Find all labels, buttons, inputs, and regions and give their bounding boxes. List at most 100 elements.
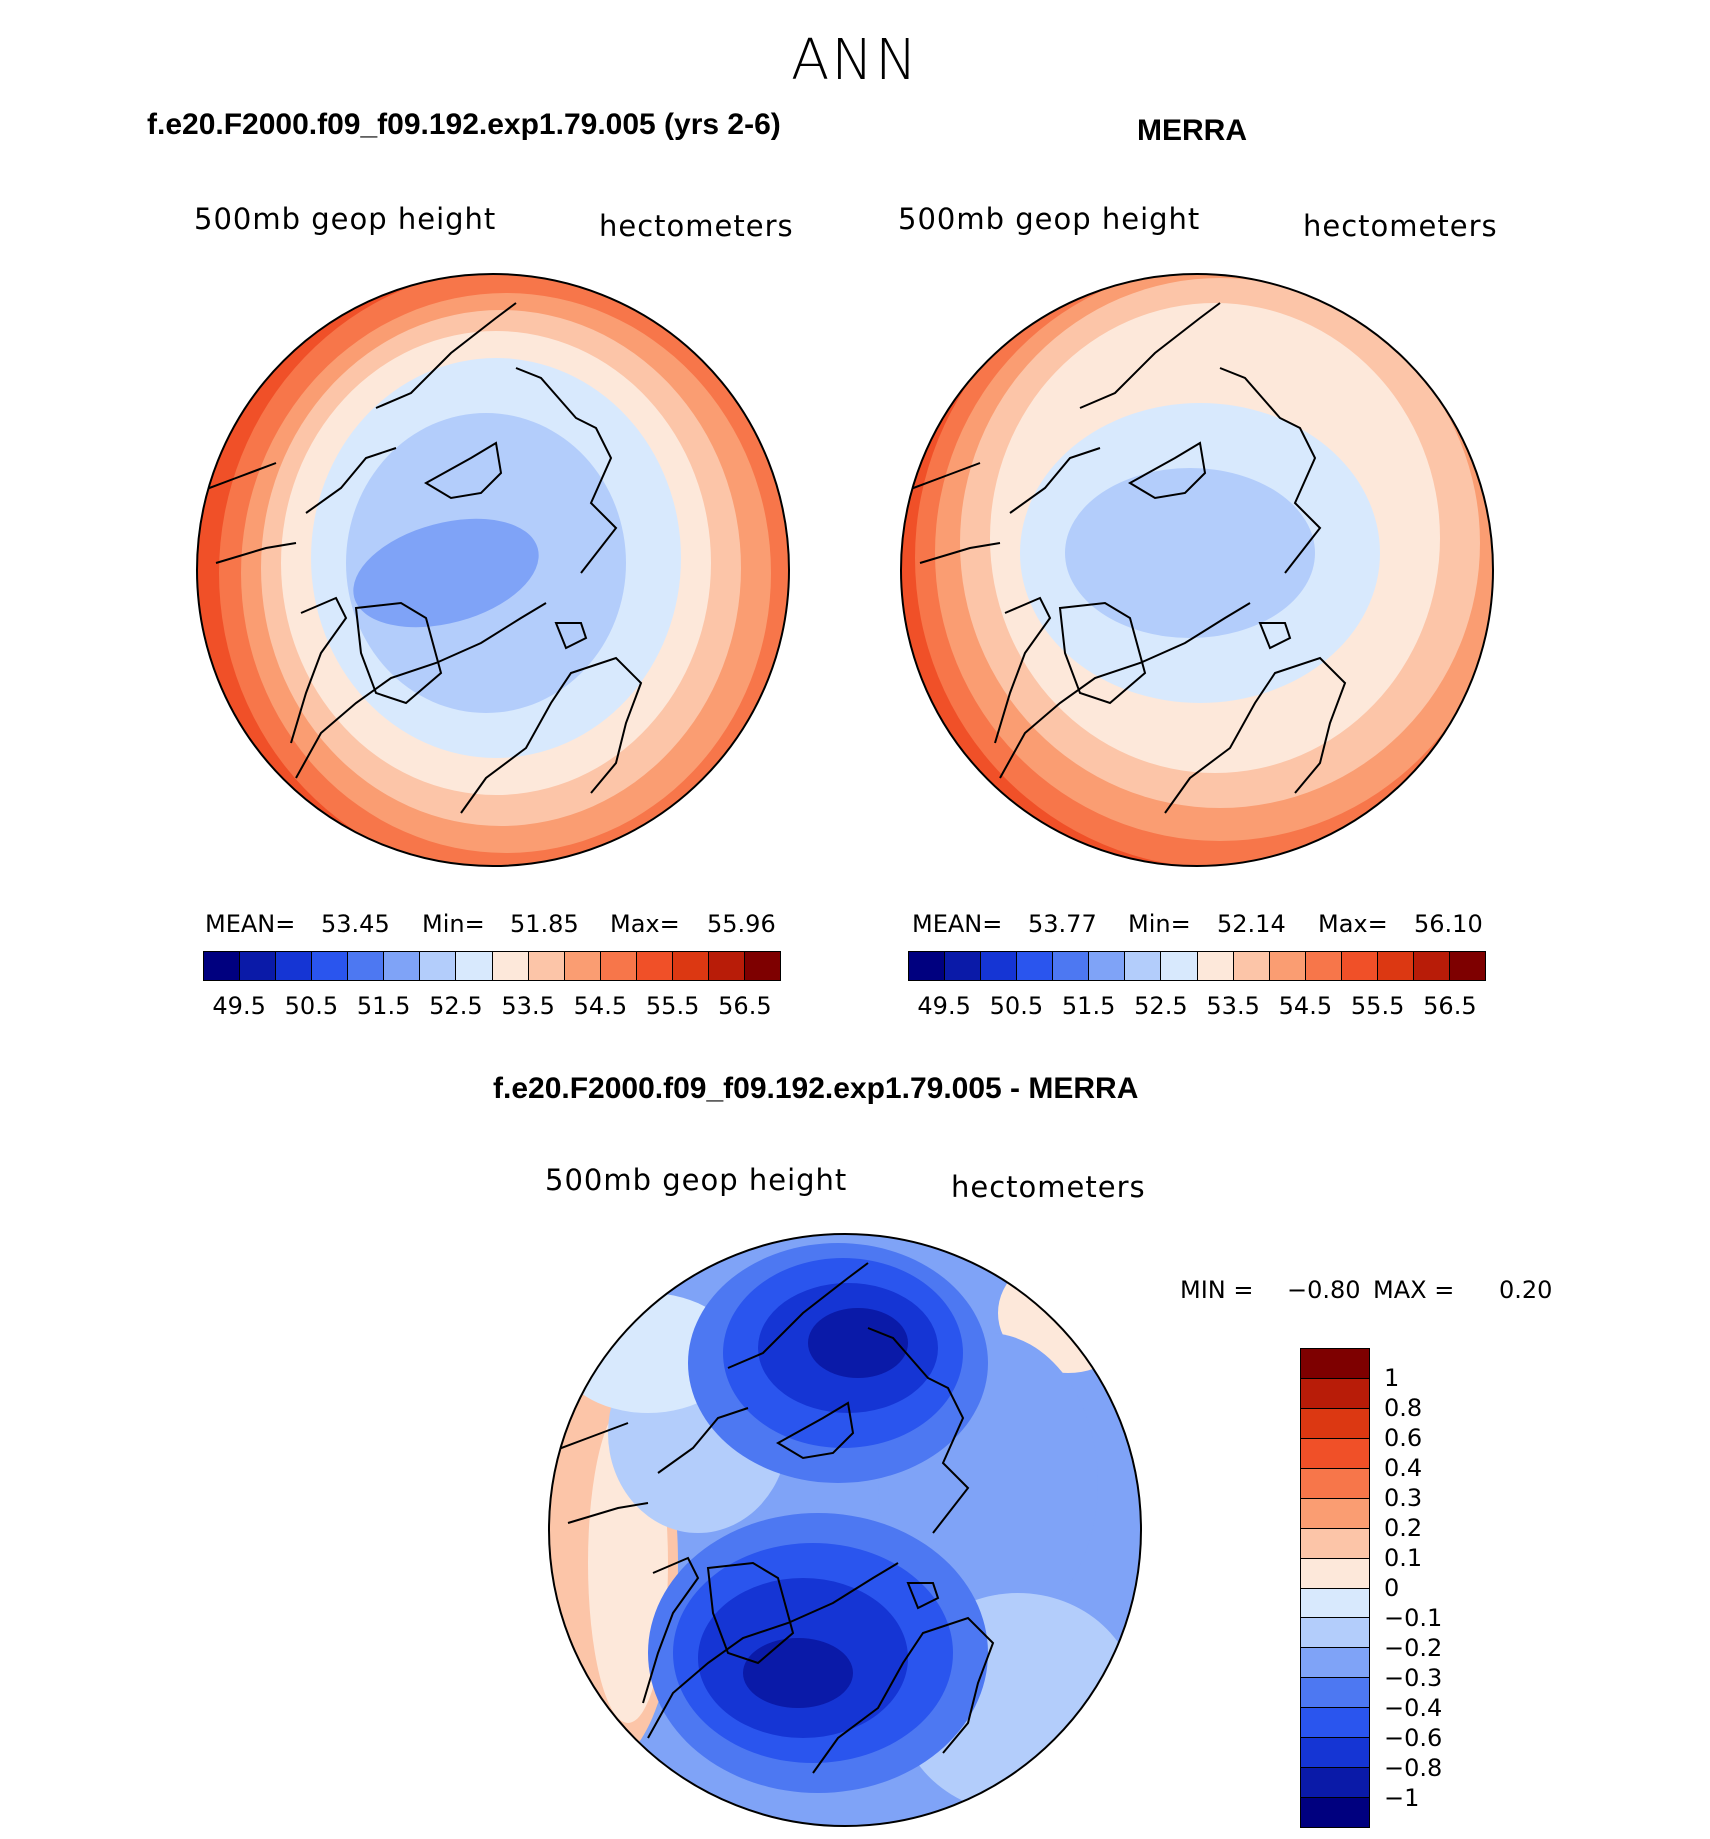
left-colorbar-swatch [240,952,277,980]
diff-colorbar-tick-label: −0.6 [1384,1724,1443,1752]
left-colorbar-swatch [420,952,457,980]
left-colorbar-swatch [564,952,601,980]
right-colorbar [908,951,1486,981]
left-colorbar-tick-label: 50.5 [284,992,339,1020]
right-colorbar-swatch [1125,952,1162,980]
left-max-label: Max= [610,910,680,938]
right-min-label: Min= [1128,910,1191,938]
diff-panel-title: f.e20.F2000.f09_f09.192.exp1.79.005 - ME… [493,1072,1139,1105]
right-colorbar-swatch [1161,952,1198,980]
diff-colorbar-tick-label: 0.1 [1384,1544,1423,1572]
left-colorbar-tick-label: 54.5 [573,992,628,1020]
diff-colorbar-tick-label: −0.2 [1384,1634,1443,1662]
left-variable-label: 500mb geop height [194,202,497,236]
right-colorbar-tick-label: 53.5 [1206,992,1260,1020]
left-colorbar-tick-label: 52.5 [429,992,483,1020]
left-mean-label: MEAN= [205,910,296,938]
left-min-label: Min= [422,910,485,938]
right-colorbar-tick-label: 50.5 [989,992,1044,1020]
diff-colorbar-tick-label: −0.4 [1384,1694,1443,1722]
diff-units-label: hectometers [951,1170,1146,1204]
diff-colorbar-tick-label: 0.3 [1384,1484,1423,1512]
right-mean-label: MEAN= [912,910,1003,938]
diff-colorbar-swatch [1301,1528,1369,1559]
left-colorbar-swatch [348,952,385,980]
left-colorbar-tick-label: 56.5 [718,992,772,1020]
right-colorbar-tick-label: 51.5 [1061,992,1116,1020]
left-min-value: 51.85 [510,910,579,938]
right-colorbar-tick-label: 56.5 [1423,992,1477,1020]
diff-colorbar-swatch [1301,1408,1369,1439]
diff-max-value: 0.20 [1499,1276,1553,1304]
diff-colorbar-tick-label: 0 [1384,1574,1400,1602]
left-colorbar-swatch [384,952,421,980]
right-max-value: 56.10 [1414,910,1483,938]
left-colorbar-swatch [456,952,493,980]
left-colorbar-ticks: 49.5 50.5 51.5 52.5 53.5 54.5 55.5 56.5 [203,992,781,1022]
right-colorbar-tick-label: 52.5 [1134,992,1188,1020]
left-colorbar-swatch [204,952,241,980]
left-colorbar-tick-label: 49.5 [212,992,266,1020]
right-colorbar-swatch [1413,952,1450,980]
diff-colorbar-swatch [1301,1738,1369,1769]
right-colorbar-swatch [1377,952,1414,980]
diff-colorbar-swatch [1301,1498,1369,1529]
left-colorbar-tick-label: 55.5 [645,992,700,1020]
diff-min-value: −0.80 [1287,1276,1361,1304]
left-colorbar-swatch [636,952,673,980]
diff-colorbar-swatch [1301,1678,1369,1709]
left-colorbar-swatch [528,952,565,980]
right-mean-value: 53.77 [1028,910,1097,938]
diff-colorbar-swatch [1301,1588,1369,1619]
diff-colorbar-ticks: 1 0.8 0.6 0.4 0.3 0.2 0.1 0 −0.1 −0.2 −0.3 −0.4 −0.6… [1384,1348,1464,1828]
right-colorbar-swatch [1269,952,1306,980]
diff-variable-label: 500mb geop height [545,1163,848,1197]
right-colorbar-swatch [1089,952,1126,980]
left-colorbar-swatch [744,952,780,980]
diff-min-label: MIN = [1180,1276,1254,1304]
right-colorbar-swatch [1449,952,1485,980]
diff-colorbar-tick-label: −0.3 [1384,1664,1443,1692]
diff-colorbar-swatch [1301,1438,1369,1469]
left-colorbar-swatch [492,952,529,980]
right-colorbar-swatch [1341,952,1378,980]
right-colorbar-swatch [1305,952,1342,980]
right-colorbar-swatch [1017,952,1054,980]
right-max-label: Max= [1318,910,1388,938]
diff-colorbar-swatch [1301,1708,1369,1739]
left-polar-map [196,273,790,867]
diff-colorbar-swatch [1301,1768,1369,1799]
left-colorbar-swatch [600,952,637,980]
diff-polar-map [548,1233,1142,1827]
left-colorbar-swatch [312,952,349,980]
diff-colorbar-swatch [1301,1558,1369,1589]
left-colorbar-swatch [708,952,745,980]
diff-colorbar-tick-label: −0.8 [1384,1754,1443,1782]
right-variable-label: 500mb geop height [898,202,1201,236]
left-colorbar-swatch [672,952,709,980]
left-colorbar-tick-label: 53.5 [501,992,555,1020]
diff-max-label: MAX = [1373,1276,1455,1304]
diff-colorbar-tick-label: −0.1 [1384,1604,1443,1632]
left-colorbar-swatch [276,952,313,980]
right-colorbar-swatch [1053,952,1090,980]
left-max-value: 55.96 [707,910,776,938]
right-panel-title: MERRA [1137,114,1247,147]
right-colorbar-swatch [981,952,1018,980]
left-panel-title: f.e20.F2000.f09_f09.192.exp1.79.005 (yrs… [147,108,781,141]
left-units-label: hectometers [599,209,794,243]
right-polar-map [900,273,1494,867]
right-colorbar-tick-label: 49.5 [917,992,971,1020]
diff-colorbar-tick-label: 0.8 [1384,1394,1423,1422]
diff-colorbar-tick-label: 0.2 [1384,1514,1423,1542]
right-min-value: 52.14 [1217,910,1286,938]
diff-colorbar-swatch [1301,1349,1369,1379]
right-units-label: hectometers [1303,209,1498,243]
diff-colorbar [1300,1348,1370,1828]
diff-colorbar-swatch [1301,1798,1369,1827]
right-colorbar-tick-label: 55.5 [1350,992,1405,1020]
diff-colorbar-swatch [1301,1378,1369,1409]
diff-colorbar-tick-label: 0.4 [1384,1454,1423,1482]
diff-colorbar-tick-label: 1 [1384,1364,1400,1392]
right-colorbar-tick-label: 54.5 [1278,992,1333,1020]
